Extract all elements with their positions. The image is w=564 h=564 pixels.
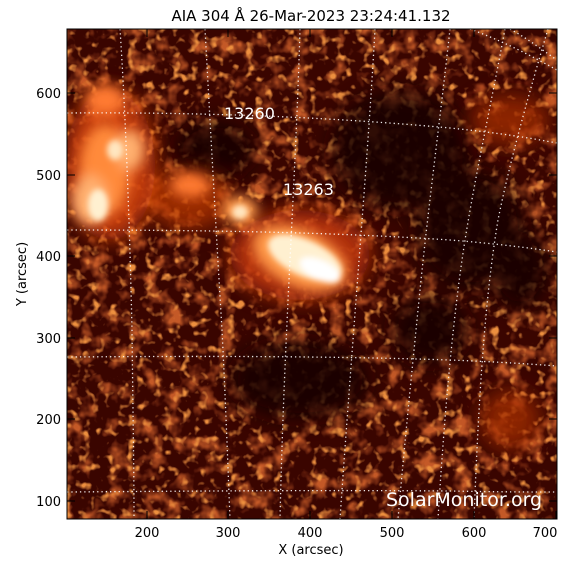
y-tick-label: 300 xyxy=(36,332,61,347)
plot-frame xyxy=(66,28,558,520)
y-tick-label: 600 xyxy=(36,87,61,102)
y-tick-label: 500 xyxy=(36,169,61,184)
y-tick-label: 200 xyxy=(36,413,61,428)
region-label-13263: 13263 xyxy=(283,180,334,199)
x-tick-label: 600 xyxy=(462,526,487,541)
flare-core xyxy=(88,140,343,283)
x-tick-label: 200 xyxy=(135,526,160,541)
x-tick-label: 400 xyxy=(298,526,323,541)
y-tick-label: 100 xyxy=(36,495,61,510)
x-tick-labels: 200 300 400 500 600 700 xyxy=(135,526,558,541)
x-tick-label: 500 xyxy=(380,526,405,541)
y-axis-title: Y (arcsec) xyxy=(15,242,30,307)
region-label-13260: 13260 xyxy=(224,104,275,123)
x-axis-ticks xyxy=(146,29,557,519)
y-tick-labels: 100 200 300 400 500 600 xyxy=(36,87,61,510)
y-axis-ticks xyxy=(67,92,557,502)
plot-title: AIA 304 Å 26-Mar-2023 23:24:41.132 xyxy=(171,6,450,25)
solar-image: 13260 13263 SolarMonitor.org xyxy=(67,29,557,519)
x-tick-label: 700 xyxy=(533,526,558,541)
x-tick-label: 300 xyxy=(216,526,241,541)
heliographic-grid xyxy=(67,29,557,519)
y-tick-label: 400 xyxy=(36,250,61,265)
x-axis-title: X (arcsec) xyxy=(278,543,343,558)
watermark: SolarMonitor.org xyxy=(386,489,542,511)
